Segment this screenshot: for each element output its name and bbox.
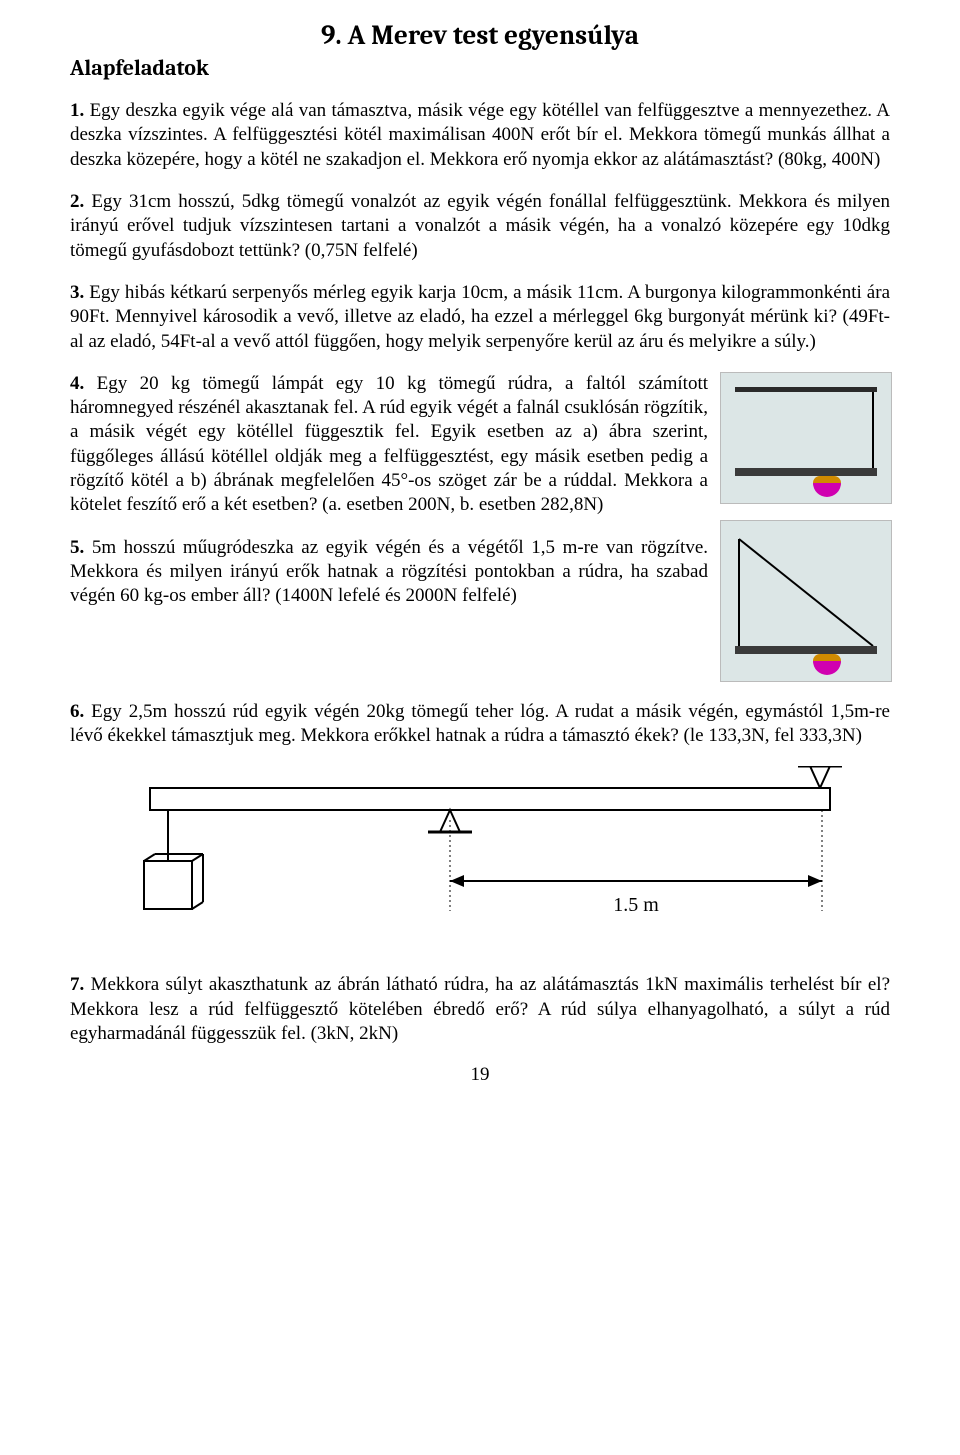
problems-4-5-row: 4. Egy 20 kg tömegű lámpát egy 10 kg töm…: [70, 372, 890, 682]
figure-6-svg: 1.5 m: [110, 766, 850, 946]
problem-number: 6.: [70, 701, 84, 722]
problem-2: 2. Egy 31cm hosszú, 5dkg tömegű vonalzót…: [70, 190, 890, 263]
problem-number: 5.: [70, 537, 84, 558]
figure-6-wrap: 1.5 m: [110, 766, 890, 951]
problem-7: 7. Mekkora súlyt akaszthatunk az ábrán l…: [70, 973, 890, 1046]
figure-4b-svg: [721, 521, 891, 681]
problems-4-5-textcol: 4. Egy 20 kg tömegű lámpát egy 10 kg töm…: [70, 372, 708, 682]
problem-1: 1. Egy deszka egyik vége alá van támaszt…: [70, 99, 890, 172]
problem-text: Mekkora súlyt akaszthatunk az ábrán láth…: [70, 974, 890, 1044]
problem-number: 1.: [70, 100, 84, 121]
page-number: 19: [70, 1064, 890, 1086]
problem-text: Egy hibás kétkarú serpenyős mérleg egyik…: [70, 282, 890, 352]
problem-text: Egy deszka egyik vége alá van támasztva,…: [70, 100, 890, 170]
problem-text: Egy 31cm hosszú, 5dkg tömegű vonalzót az…: [70, 191, 890, 261]
problem-text: Egy 2,5m hosszú rúd egyik végén 20kg töm…: [70, 701, 890, 746]
problem-3: 3. Egy hibás kétkarú serpenyős mérleg eg…: [70, 281, 890, 354]
problem-6: 6. Egy 2,5m hosszú rúd egyik végén 20kg …: [70, 700, 890, 749]
chapter-title: 9. A Merev test egyensúlya: [70, 20, 890, 51]
problem-number: 2.: [70, 191, 84, 212]
problem-number: 7.: [70, 974, 84, 995]
page-content: 9. A Merev test egyensúlya Alapfeladatok…: [0, 0, 960, 1126]
problem-number: 4.: [70, 373, 84, 394]
problem-4: 4. Egy 20 kg tömegű lámpát egy 10 kg töm…: [70, 372, 708, 518]
problem-5: 5. 5m hosszú műugródeszka az egyik végén…: [70, 536, 708, 609]
subtitle: Alapfeladatok: [70, 55, 890, 81]
figure-4a: [720, 372, 892, 504]
problem-text: 5m hosszú műugródeszka az egyik végén és…: [70, 537, 708, 607]
problem-text: Egy 20 kg tömegű lámpát egy 10 kg tömegű…: [70, 373, 708, 516]
problem-number: 3.: [70, 282, 84, 303]
figure-4a-svg: [721, 373, 891, 503]
figure-4b: [720, 520, 892, 682]
figures-4-5-column: [720, 372, 890, 682]
dimension-label: 1.5 m: [613, 894, 659, 916]
